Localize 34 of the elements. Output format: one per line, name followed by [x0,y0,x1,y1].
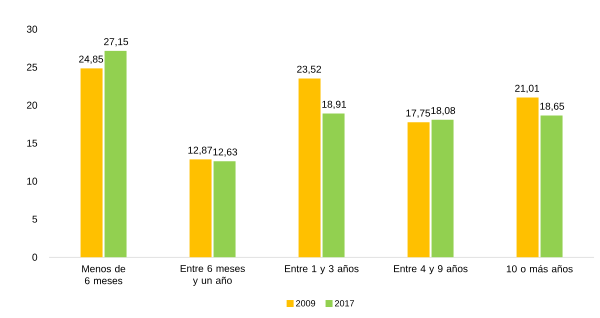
bar [80,68,103,258]
x-tick-label: Entre 4 y 9 años [394,264,468,274]
y-tick-label: 20 [26,102,38,109]
legend-label: 2009 [296,300,316,306]
data-label: 27,15 [104,38,128,46]
bar [298,78,321,258]
data-label: 12,87 [188,146,212,155]
data-label: 18,08 [431,107,456,116]
y-tick-label: 10 [27,178,38,185]
y-tick-label: 25 [26,64,38,71]
bar [322,113,345,258]
x-tick-label: Menos de 6 meses [82,264,126,284]
x-tick-label: Entre 1 y 3 años [284,264,359,274]
bar [516,98,539,258]
y-tick-label: 5 [32,216,38,223]
y-tick-label: 15 [27,140,38,147]
data-label: 18,65 [540,102,564,111]
bar [214,161,236,258]
data-label: 24,85 [79,56,104,64]
bar [432,120,454,258]
bar [190,159,212,258]
data-label: 23,52 [297,66,322,74]
data-label: 17,75 [406,110,430,118]
bar [408,122,430,258]
bar [540,115,563,258]
data-label: 21,01 [515,84,540,94]
data-label: 18,91 [322,100,346,109]
x-tick-label: Entre 6 meses y un año [180,264,245,286]
x-tick-label: 10 o más años [506,264,573,272]
data-label: 12,63 [213,148,238,157]
y-tick-label: 0 [32,254,38,261]
y-tick-label: 30 [26,26,38,33]
bar [104,50,127,258]
legend-label: 2017 [335,300,354,306]
